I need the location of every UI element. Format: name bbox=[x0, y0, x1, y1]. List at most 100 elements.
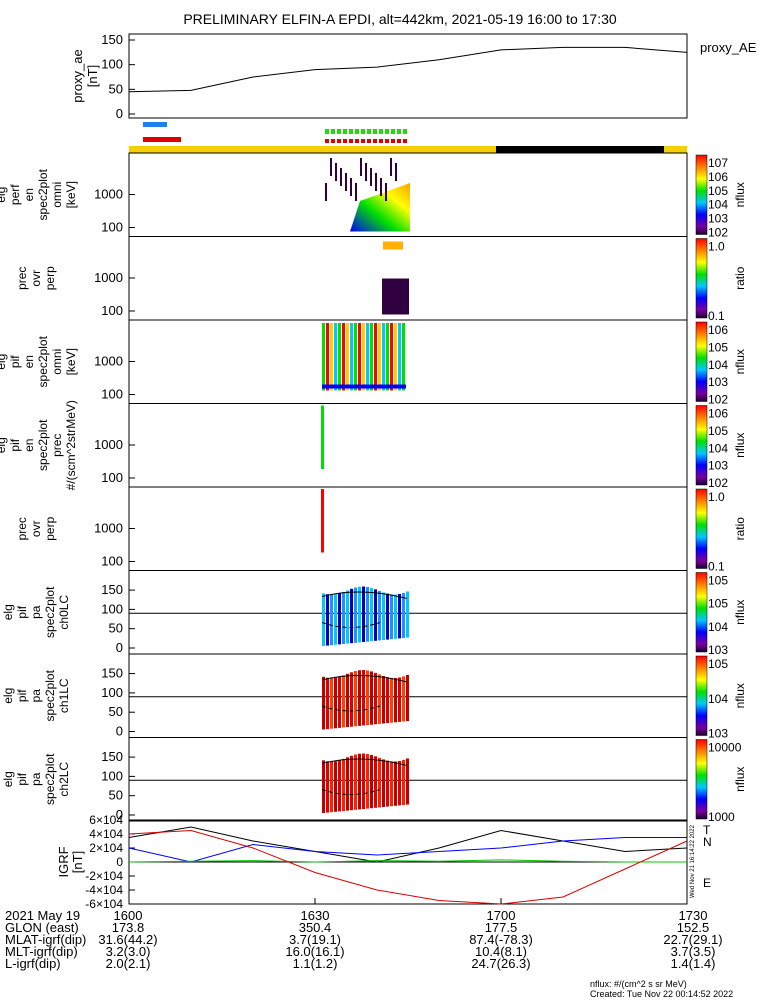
plot-title: PRELIMINARY ELFIN-A EPDI, alt=442km, 202… bbox=[183, 11, 617, 27]
colorbar-tick: 105 bbox=[708, 184, 728, 198]
footer-cell: 350.4 bbox=[299, 920, 332, 935]
colorbar-label: nflux bbox=[733, 600, 747, 625]
spectrogram-column bbox=[330, 323, 333, 391]
dash-segment bbox=[325, 129, 329, 134]
spectrogram-column bbox=[354, 323, 357, 391]
pa-column bbox=[338, 593, 341, 645]
pa-column bbox=[358, 670, 361, 726]
pa-column bbox=[362, 586, 365, 642]
panel-ylabel: elgpifpaspec2plotch2LC bbox=[1, 753, 71, 805]
status-bar-black bbox=[496, 146, 664, 153]
spectrogram-column bbox=[350, 178, 352, 196]
ytick-label: 1000 bbox=[94, 270, 123, 285]
ytick-label: 50 bbox=[109, 621, 123, 636]
pa-column bbox=[326, 594, 329, 646]
colorbar-tick: 0.1 bbox=[708, 560, 725, 574]
loss-cone-curve-dashed bbox=[321, 622, 381, 628]
loss-cone-curve bbox=[321, 675, 408, 683]
colorbar-tick: 106 bbox=[708, 170, 728, 184]
pa-column bbox=[378, 590, 381, 641]
colorbar-label: nflux bbox=[733, 683, 747, 708]
ytick-label: 100 bbox=[101, 685, 123, 700]
dash-segment bbox=[397, 139, 401, 143]
spectrogram-column bbox=[370, 168, 372, 186]
colorbar-tick: 104 bbox=[708, 358, 728, 372]
spectrogram-column bbox=[390, 158, 392, 176]
pa-column bbox=[342, 591, 345, 644]
colorbar-tick: 106 bbox=[708, 323, 728, 337]
spectrogram-column bbox=[335, 163, 337, 181]
pa-column bbox=[370, 754, 373, 809]
dash-segment bbox=[379, 129, 383, 134]
pa-column bbox=[394, 594, 397, 639]
pa-column bbox=[386, 760, 389, 807]
igrf-series-line bbox=[128, 859, 687, 863]
footer-cell: 22.7(29.1) bbox=[663, 932, 722, 947]
proxy-ae-frame bbox=[128, 33, 688, 119]
side-created-label: Wed Nov 21 16:14:22 2022 bbox=[690, 824, 696, 898]
panel-frame bbox=[128, 319, 688, 404]
igrf-ylabel: IGRF[nT] bbox=[56, 846, 85, 877]
colorbar-tick: 102 bbox=[708, 393, 728, 407]
ytick-label: 1000 bbox=[94, 187, 123, 202]
panel-2: 100 1000 precovrperp 1.0 0.1 ratio bbox=[15, 236, 747, 323]
footnote-units: nflux: #/(cm^2 s sr MeV) bbox=[590, 979, 687, 989]
igrf-lines bbox=[128, 826, 688, 905]
pa-column bbox=[366, 753, 369, 809]
panel-5: 100 1000 precovrperp 1.0 0.1 ratio bbox=[15, 486, 747, 574]
colorbar bbox=[695, 405, 708, 486]
igrf-legend-item: T bbox=[703, 823, 711, 837]
spectrogram-column bbox=[360, 158, 362, 176]
footer-row-label: GLON (east) bbox=[5, 920, 79, 935]
spectrogram-column bbox=[370, 323, 373, 391]
pa-column bbox=[354, 587, 357, 643]
colorbar bbox=[695, 238, 708, 319]
colorbar-label: nflux bbox=[733, 433, 747, 458]
pa-column bbox=[334, 761, 337, 812]
colorbar-tick: 103 bbox=[708, 459, 728, 473]
pa-column bbox=[342, 675, 345, 728]
spectrogram-fill bbox=[350, 183, 410, 232]
dash-segment bbox=[379, 139, 383, 143]
pa-column bbox=[358, 586, 361, 643]
colorbar-label: ratio bbox=[733, 266, 747, 290]
spectrogram-column bbox=[330, 158, 332, 176]
ytick-label: 50 bbox=[109, 788, 123, 803]
dash-segment bbox=[403, 129, 407, 134]
spectrogram-column bbox=[402, 323, 405, 391]
colorbar bbox=[695, 488, 708, 569]
panel-ylabel: elgperfenspec2plotomni[keV] bbox=[0, 168, 78, 220]
colorbar-tick: 103 bbox=[708, 643, 728, 657]
pa-column bbox=[330, 594, 333, 646]
ytick-label: 50 bbox=[109, 81, 123, 96]
ratio-fill-top bbox=[383, 241, 403, 250]
pa-column bbox=[334, 594, 337, 645]
dash-segment bbox=[343, 129, 347, 134]
spectrogram-panels: 1001000elgperfenspec2plotomni[keV]107106… bbox=[0, 152, 747, 824]
panel-frame bbox=[128, 403, 688, 488]
footer-cell: 16.0(16.1) bbox=[285, 944, 344, 959]
loss-cone-curve-dashed bbox=[321, 789, 381, 795]
spectrogram-column bbox=[386, 323, 389, 391]
pa-column bbox=[334, 677, 337, 729]
spectrogram-column bbox=[375, 173, 377, 191]
colorbar-label: nflux bbox=[733, 349, 747, 374]
pa-column bbox=[370, 671, 373, 725]
dash-segment bbox=[403, 139, 407, 143]
spectrogram-column bbox=[382, 323, 385, 391]
pa-column bbox=[350, 755, 353, 811]
footer-table: 2021 May 19 1600 1630 1700 1730 GLON (east) 17… bbox=[5, 908, 723, 971]
panel-frame bbox=[128, 737, 688, 822]
footer-cell: 1.1(1.2) bbox=[293, 956, 338, 971]
footer-cell: 1.4(1.4) bbox=[671, 956, 716, 971]
ytick-label: 100 bbox=[101, 601, 123, 616]
pa-column bbox=[374, 589, 377, 641]
colorbar bbox=[695, 154, 708, 235]
ytick-label: 150 bbox=[101, 582, 123, 597]
proxy-ae-legend: proxy_AE bbox=[700, 40, 757, 55]
ytick-label: 100 bbox=[101, 387, 123, 402]
colorbar-tick: 104 bbox=[708, 620, 728, 634]
ytick-label: 1000 bbox=[94, 437, 123, 452]
pa-column bbox=[382, 759, 385, 807]
